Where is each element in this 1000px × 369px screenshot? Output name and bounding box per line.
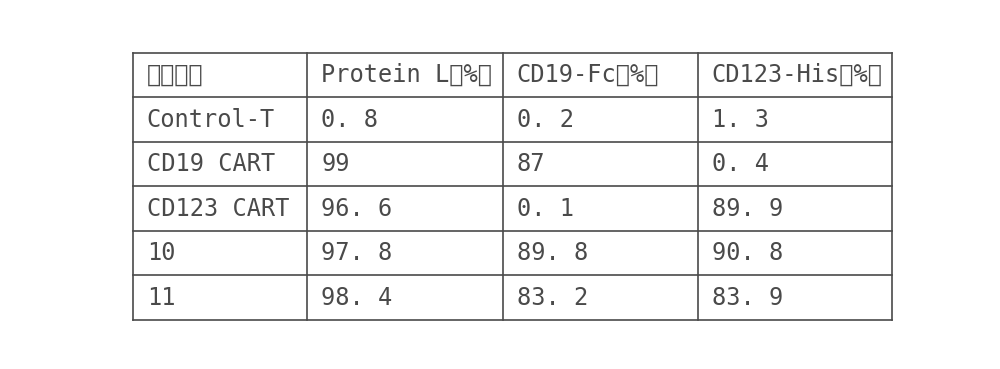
Text: Control-T: Control-T xyxy=(147,108,275,132)
Text: 99: 99 xyxy=(321,152,350,176)
Text: 0. 8: 0. 8 xyxy=(321,108,378,132)
Text: 0. 2: 0. 2 xyxy=(517,108,574,132)
Text: 97. 8: 97. 8 xyxy=(321,241,393,265)
Text: 96. 6: 96. 6 xyxy=(321,197,393,221)
Text: 89. 9: 89. 9 xyxy=(712,197,783,221)
Text: 90. 8: 90. 8 xyxy=(712,241,783,265)
Text: 98. 4: 98. 4 xyxy=(321,286,393,310)
Text: 10: 10 xyxy=(147,241,175,265)
Text: 0. 4: 0. 4 xyxy=(712,152,769,176)
Text: 89. 8: 89. 8 xyxy=(517,241,588,265)
Text: 1. 3: 1. 3 xyxy=(712,108,769,132)
Text: 细胞名称: 细胞名称 xyxy=(147,63,203,87)
Text: 87: 87 xyxy=(517,152,545,176)
Text: 11: 11 xyxy=(147,286,175,310)
Text: CD123 CART: CD123 CART xyxy=(147,197,289,221)
Text: 83. 2: 83. 2 xyxy=(517,286,588,310)
Text: CD123-His（%）: CD123-His（%） xyxy=(712,63,883,87)
Text: 0. 1: 0. 1 xyxy=(517,197,574,221)
Text: CD19-Fc（%）: CD19-Fc（%） xyxy=(517,63,659,87)
Text: Protein L（%）: Protein L（%） xyxy=(321,63,492,87)
Text: CD19 CART: CD19 CART xyxy=(147,152,275,176)
Text: 83. 9: 83. 9 xyxy=(712,286,783,310)
